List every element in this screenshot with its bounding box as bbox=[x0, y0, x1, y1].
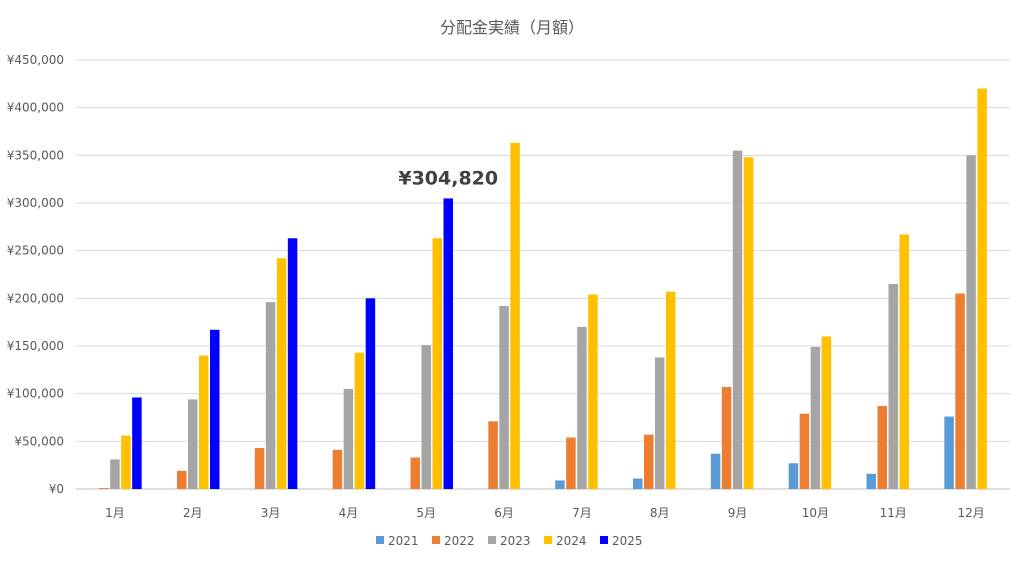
x-tick-label: 1月 bbox=[105, 506, 125, 520]
bar-2025-2 bbox=[210, 329, 220, 489]
bar-2023-10 bbox=[810, 346, 821, 489]
bar-2022-8 bbox=[644, 434, 654, 489]
y-axis-tick-labels: ¥0 ¥50,000 ¥100,000 ¥150,000 ¥200,000 ¥250,00… bbox=[7, 53, 64, 496]
legend-label-2022: 2022 bbox=[444, 534, 475, 548]
bar-2024-2 bbox=[199, 355, 209, 489]
bar-2021-9 bbox=[710, 453, 721, 489]
y-tick-label: ¥300,000 bbox=[7, 196, 64, 210]
x-axis-tick-labels: 1月 2月 3月 4月 5月 6月 7月 8月 9月 10月 11月 12月 bbox=[105, 506, 985, 520]
legend-swatch-2021 bbox=[376, 536, 384, 544]
bar-2022-11 bbox=[877, 406, 887, 489]
bar-2021-10 bbox=[788, 463, 799, 489]
legend-label-2021: 2021 bbox=[388, 534, 419, 548]
legend-swatch-2025 bbox=[600, 536, 608, 544]
bar-2023-5 bbox=[421, 345, 431, 489]
bar-2024-6 bbox=[510, 142, 520, 489]
bar-2022-3 bbox=[254, 448, 265, 489]
y-tick-label: ¥250,000 bbox=[7, 244, 64, 258]
x-tick-label: 11月 bbox=[880, 506, 907, 520]
bar-2023-2 bbox=[188, 399, 198, 489]
y-tick-label: ¥0 bbox=[49, 482, 64, 496]
annotations: ¥304,820 bbox=[398, 167, 498, 189]
legend-swatch-2022 bbox=[432, 536, 440, 544]
x-tick-label: 12月 bbox=[957, 506, 984, 520]
bar-2024-8 bbox=[666, 291, 676, 489]
x-tick-label: 6月 bbox=[494, 506, 514, 520]
legend: 2021 2022 2023 2024 2025 bbox=[376, 534, 643, 548]
legend-swatch-2024 bbox=[544, 536, 552, 544]
legend-label-2023: 2023 bbox=[500, 534, 531, 548]
y-tick-label: ¥450,000 bbox=[7, 53, 64, 67]
y-tick-label: ¥200,000 bbox=[7, 291, 64, 305]
bar-2023-9 bbox=[732, 150, 743, 490]
bars bbox=[99, 88, 987, 490]
chart-title: 分配金実績（月額） bbox=[440, 18, 584, 37]
bar-2023-11 bbox=[888, 284, 898, 489]
bar-2023-1 bbox=[110, 459, 120, 489]
bar-2023-4 bbox=[343, 388, 354, 489]
bar-2024-5 bbox=[432, 238, 442, 489]
bar-2022-7 bbox=[566, 437, 576, 489]
bar-2024-4 bbox=[354, 352, 365, 489]
bar-2025-3 bbox=[287, 238, 298, 489]
x-tick-label: 4月 bbox=[339, 506, 359, 520]
bar-2023-8 bbox=[655, 357, 665, 489]
x-tick-label: 5月 bbox=[416, 506, 436, 520]
x-tick-label: 3月 bbox=[261, 506, 281, 520]
bar-2022-6 bbox=[488, 421, 498, 489]
bar-2024-11 bbox=[899, 234, 909, 489]
bar-2021-12 bbox=[944, 416, 954, 489]
y-tick-label: ¥50,000 bbox=[14, 434, 64, 448]
bar-2022-5 bbox=[410, 457, 420, 489]
bar-2023-6 bbox=[499, 305, 509, 489]
gridlines bbox=[76, 59, 1010, 490]
bar-2023-3 bbox=[265, 302, 276, 489]
x-tick-label: 8月 bbox=[650, 506, 670, 520]
bar-2024-7 bbox=[588, 294, 598, 489]
legend-label-2025: 2025 bbox=[612, 534, 643, 548]
legend-label-2024: 2024 bbox=[556, 534, 587, 548]
bar-2022-12 bbox=[955, 293, 965, 489]
bar-2021-11 bbox=[866, 473, 876, 489]
bar-2024-12 bbox=[977, 88, 987, 489]
x-tick-label: 9月 bbox=[728, 506, 748, 520]
bar-2025-5 bbox=[443, 198, 453, 489]
bar-2023-7 bbox=[577, 326, 587, 489]
y-tick-label: ¥150,000 bbox=[7, 339, 64, 353]
bar-2023-12 bbox=[966, 155, 976, 490]
bar-2025-4 bbox=[365, 298, 376, 489]
bar-2022-9 bbox=[721, 386, 732, 489]
bar-2025-1 bbox=[132, 397, 142, 489]
bar-2021-8 bbox=[633, 478, 643, 489]
y-tick-label: ¥350,000 bbox=[7, 148, 64, 162]
x-tick-label: 10月 bbox=[802, 506, 829, 520]
bar-2022-10 bbox=[799, 413, 810, 489]
bar-2022-1 bbox=[99, 488, 109, 489]
bar-2024-9 bbox=[743, 157, 754, 490]
bar-2022-2 bbox=[177, 470, 187, 489]
bar-2024-10 bbox=[821, 336, 832, 489]
x-tick-label: 2月 bbox=[183, 506, 203, 520]
bar-2024-3 bbox=[276, 258, 287, 489]
legend-swatch-2023 bbox=[488, 536, 496, 544]
bar-2024-1 bbox=[121, 435, 131, 489]
y-tick-label: ¥400,000 bbox=[7, 101, 64, 115]
annotation-label: ¥304,820 bbox=[398, 167, 498, 189]
bar-2021-7 bbox=[555, 480, 565, 489]
bar-2022-4 bbox=[332, 449, 343, 489]
y-tick-label: ¥100,000 bbox=[7, 387, 64, 401]
x-tick-label: 7月 bbox=[572, 506, 592, 520]
